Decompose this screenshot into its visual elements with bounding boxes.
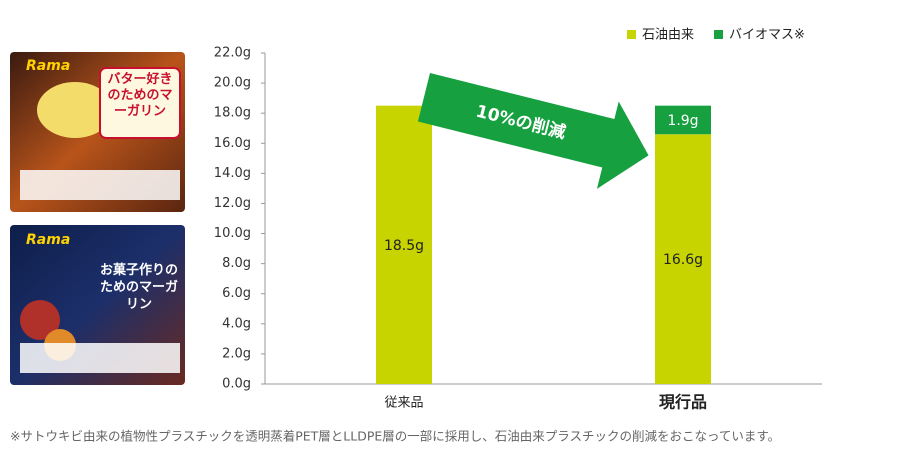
value-label: 18.5g xyxy=(384,238,424,254)
product-image: Rama お菓子作りのためのマーガリン xyxy=(10,225,185,385)
product-brand: Rama xyxy=(26,58,70,74)
bar-segment xyxy=(655,134,711,384)
legend-label: 石油由来 xyxy=(642,28,694,43)
y-tick-label: 0.0g xyxy=(222,377,251,392)
annotation-arrow: 10%の削減 xyxy=(417,73,649,189)
y-tick-label: 16.0g xyxy=(214,136,251,151)
legend-label: バイオマス※ xyxy=(729,28,805,43)
x-tick-label: 現行品 xyxy=(659,393,707,412)
legend-swatch xyxy=(714,30,724,39)
product-name: お菓子作りのためのマーガリン xyxy=(99,263,178,312)
y-tick-label: 8.0g xyxy=(222,256,251,271)
value-label: 1.9g xyxy=(667,113,698,129)
x-tick-label: 従来品 xyxy=(384,396,423,411)
y-tick-label: 4.0g xyxy=(222,316,251,331)
y-tick-label: 14.0g xyxy=(214,166,251,181)
product-brand: Rama xyxy=(26,232,70,248)
footnote: ※サトウキビ由来の植物性プラスチックを透明蒸着PET層とLLDPE層の一部に採用… xyxy=(10,429,780,444)
y-tick-label: 6.0g xyxy=(222,286,251,301)
legend-swatch xyxy=(627,30,636,39)
y-tick-label: 22.0g xyxy=(214,46,251,61)
y-tick-label: 2.0g xyxy=(222,346,251,361)
y-tick-label: 20.0g xyxy=(214,76,251,91)
product-name: バター好きのためのマーガリン xyxy=(107,72,173,119)
y-tick-label: 12.0g xyxy=(214,196,251,211)
product-image: Rama バター好きのためのマーガリン xyxy=(10,52,185,212)
y-tick-label: 18.0g xyxy=(214,106,251,121)
y-tick-label: 10.0g xyxy=(214,226,251,241)
value-label: 16.6g xyxy=(663,252,703,268)
bar-segment xyxy=(655,105,711,135)
bar-segment xyxy=(376,105,432,384)
